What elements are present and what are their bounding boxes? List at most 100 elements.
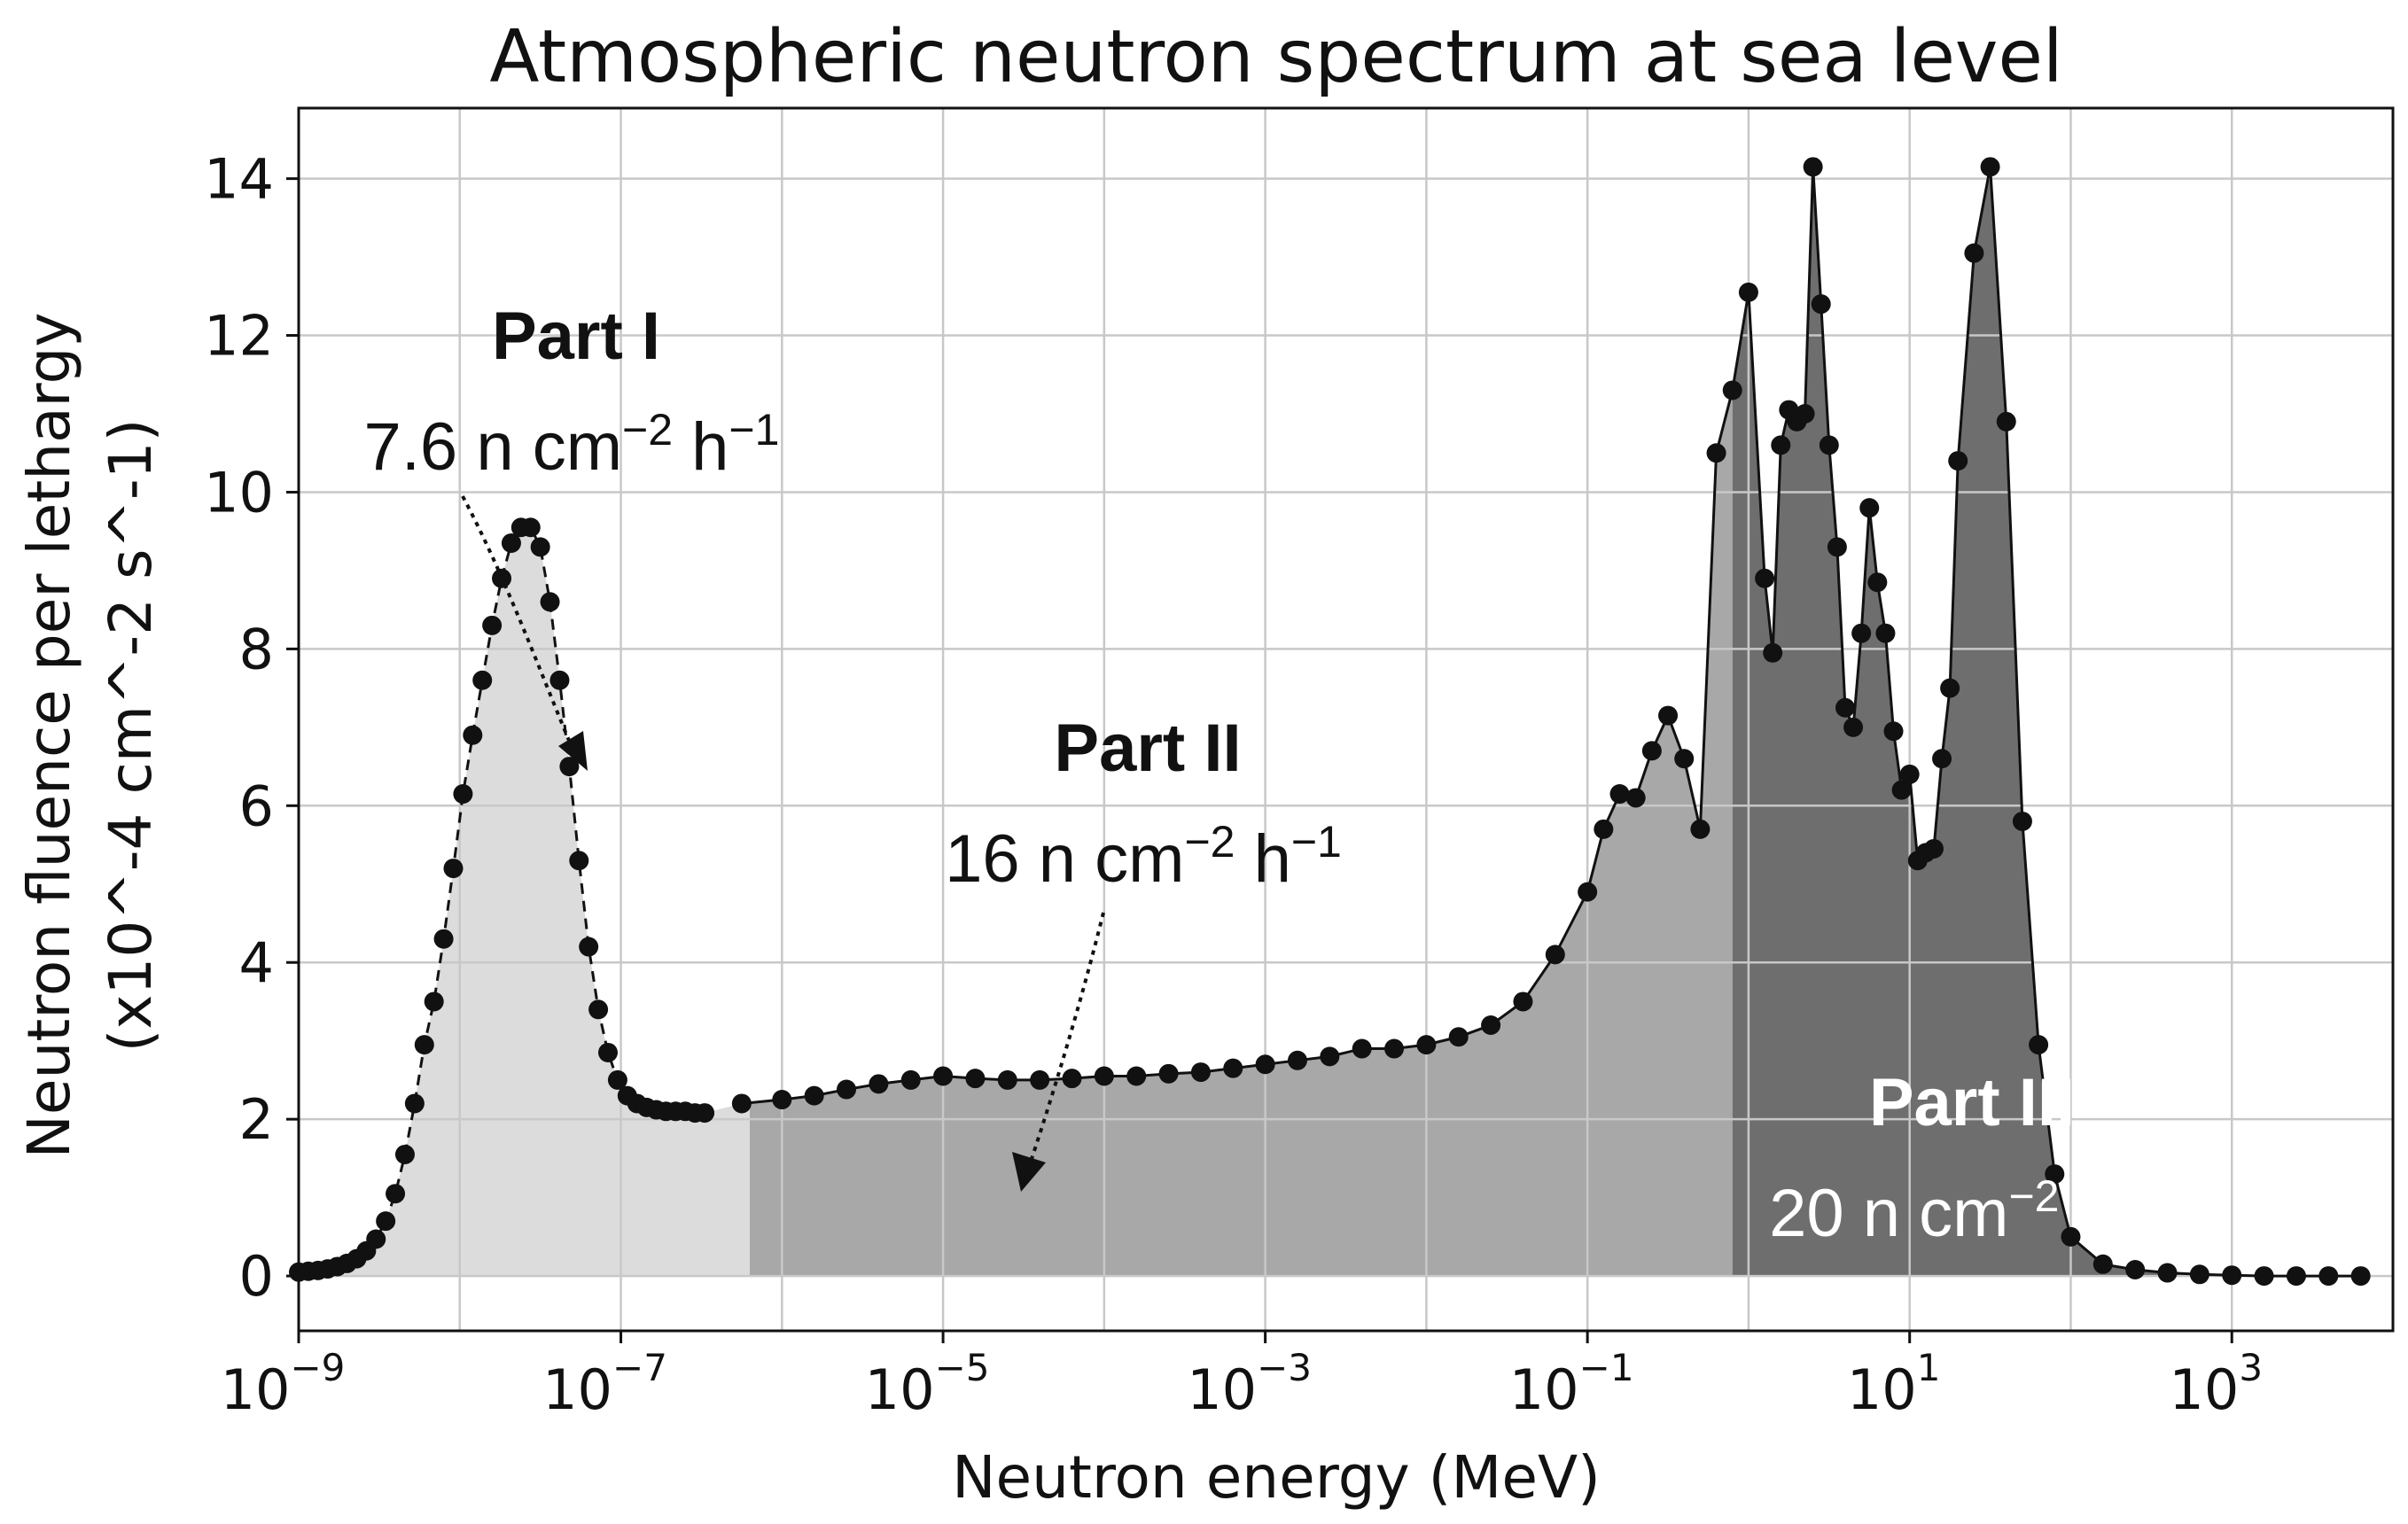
data-point — [1384, 1038, 1405, 1059]
part-iii-label: Part III — [1869, 1065, 2075, 1140]
data-point — [501, 533, 521, 553]
y-axis-ticks: 0 2 4 6 8 10 12 14 — [204, 147, 299, 1309]
data-point — [1859, 498, 1880, 518]
data-point — [1706, 443, 1726, 463]
data-point — [2157, 1263, 2178, 1283]
x-tick-label: 10−7 — [542, 1346, 667, 1422]
x-axis-label: Neutron energy (MeV) — [952, 1443, 1601, 1512]
data-point — [1158, 1063, 1179, 1084]
part-ii-arrow — [1026, 912, 1105, 1170]
data-point — [1190, 1062, 1211, 1083]
data-point — [900, 1069, 921, 1090]
data-point — [404, 1093, 425, 1114]
data-point — [549, 670, 570, 690]
data-point — [1738, 282, 1758, 302]
x-tick-label: 101 — [1847, 1346, 1941, 1422]
data-point — [2061, 1226, 2081, 1247]
data-point — [520, 517, 541, 538]
part-ii-flux: 16 n cm−2 h−1 — [945, 817, 1342, 897]
data-point — [394, 1144, 415, 1164]
data-point — [482, 615, 503, 635]
data-point — [2189, 1264, 2209, 1285]
chart-title: Atmospheric neutron spectrum at sea leve… — [489, 15, 2062, 99]
y-tick-label: 2 — [239, 1087, 274, 1152]
part-iii-annotation: Part III 20 n cm−2 h−1 — [1769, 1065, 2166, 1251]
data-point — [1948, 451, 1968, 471]
part-i-flux: 7.6 n cm−2 h−1 — [364, 405, 780, 485]
data-point — [1094, 1066, 1114, 1086]
data-point — [1835, 697, 1855, 718]
part-ii-annotation: Part II 16 n cm−2 h−1 — [945, 711, 1342, 1192]
x-tick-label: 10−3 — [1187, 1346, 1312, 1422]
data-point — [1811, 294, 1831, 315]
data-point — [2350, 1266, 2371, 1287]
data-point — [772, 1090, 792, 1110]
data-point — [366, 1229, 386, 1249]
data-point — [2286, 1266, 2306, 1287]
data-point — [1722, 380, 1742, 400]
data-point — [1803, 157, 1823, 177]
data-point — [1287, 1050, 1307, 1070]
y-axis-label: Neutron fluence per lethargy — [15, 313, 83, 1159]
data-point — [1755, 568, 1775, 588]
y-axis-units: (x10^-4 cm^-2 s^-1) — [97, 419, 165, 1053]
data-point — [1352, 1038, 1372, 1059]
data-point — [453, 784, 473, 805]
data-point — [597, 1042, 618, 1062]
data-point — [731, 1093, 752, 1114]
data-point — [1641, 741, 1662, 761]
data-point — [1875, 623, 1896, 643]
data-point — [2012, 812, 2032, 831]
part-iii-flux: 20 n cm−2 h−1 — [1769, 1171, 2166, 1251]
x-tick-label: 10−1 — [1509, 1346, 1634, 1422]
data-point — [869, 1074, 889, 1094]
data-point — [1609, 784, 1630, 805]
data-point — [695, 1103, 715, 1124]
y-tick-label: 12 — [204, 304, 274, 369]
data-point — [1320, 1046, 1340, 1067]
data-point — [1827, 537, 1847, 557]
data-point — [1062, 1069, 1082, 1089]
grid — [297, 108, 2393, 1331]
data-point — [2222, 1265, 2242, 1286]
data-point — [386, 1184, 406, 1204]
data-point — [1851, 623, 1872, 643]
data-point — [1923, 838, 1944, 859]
data-point — [569, 851, 589, 871]
data-point — [837, 1079, 857, 1100]
data-point — [2045, 1164, 2065, 1185]
x-tick-label: 103 — [2169, 1346, 2263, 1422]
data-point — [607, 1069, 627, 1090]
data-point — [965, 1069, 986, 1089]
y-tick-label: 6 — [239, 774, 274, 838]
series-points — [289, 157, 2371, 1287]
data-point — [804, 1085, 824, 1106]
data-point — [376, 1211, 396, 1232]
data-point — [1940, 678, 1960, 698]
x-tick-label: 10−5 — [865, 1346, 990, 1422]
data-point — [1625, 788, 1646, 808]
data-point — [1658, 705, 1679, 726]
data-point — [1843, 717, 1864, 737]
data-point — [1795, 404, 1815, 424]
data-point — [2029, 1035, 2049, 1055]
data-point — [1771, 435, 1791, 455]
data-point — [2318, 1266, 2339, 1287]
y-tick-label: 10 — [204, 460, 274, 525]
data-point — [1980, 157, 2000, 177]
y-tick-label: 8 — [239, 617, 274, 681]
data-point — [933, 1066, 954, 1086]
data-point — [1763, 642, 1783, 663]
data-point — [1883, 721, 1904, 742]
region-fill-2 — [749, 390, 1733, 1277]
part-i-arrowhead — [558, 731, 588, 771]
data-point — [443, 859, 464, 879]
data-point — [1891, 780, 1912, 800]
region-fills — [299, 167, 2377, 1277]
plot-frame — [297, 106, 2395, 1333]
data-point — [1899, 764, 1920, 784]
part-i-annotation: Part I 7.6 n cm−2 h−1 — [364, 299, 780, 771]
data-point — [1255, 1054, 1275, 1075]
data-point — [424, 991, 444, 1012]
data-point — [559, 757, 580, 777]
